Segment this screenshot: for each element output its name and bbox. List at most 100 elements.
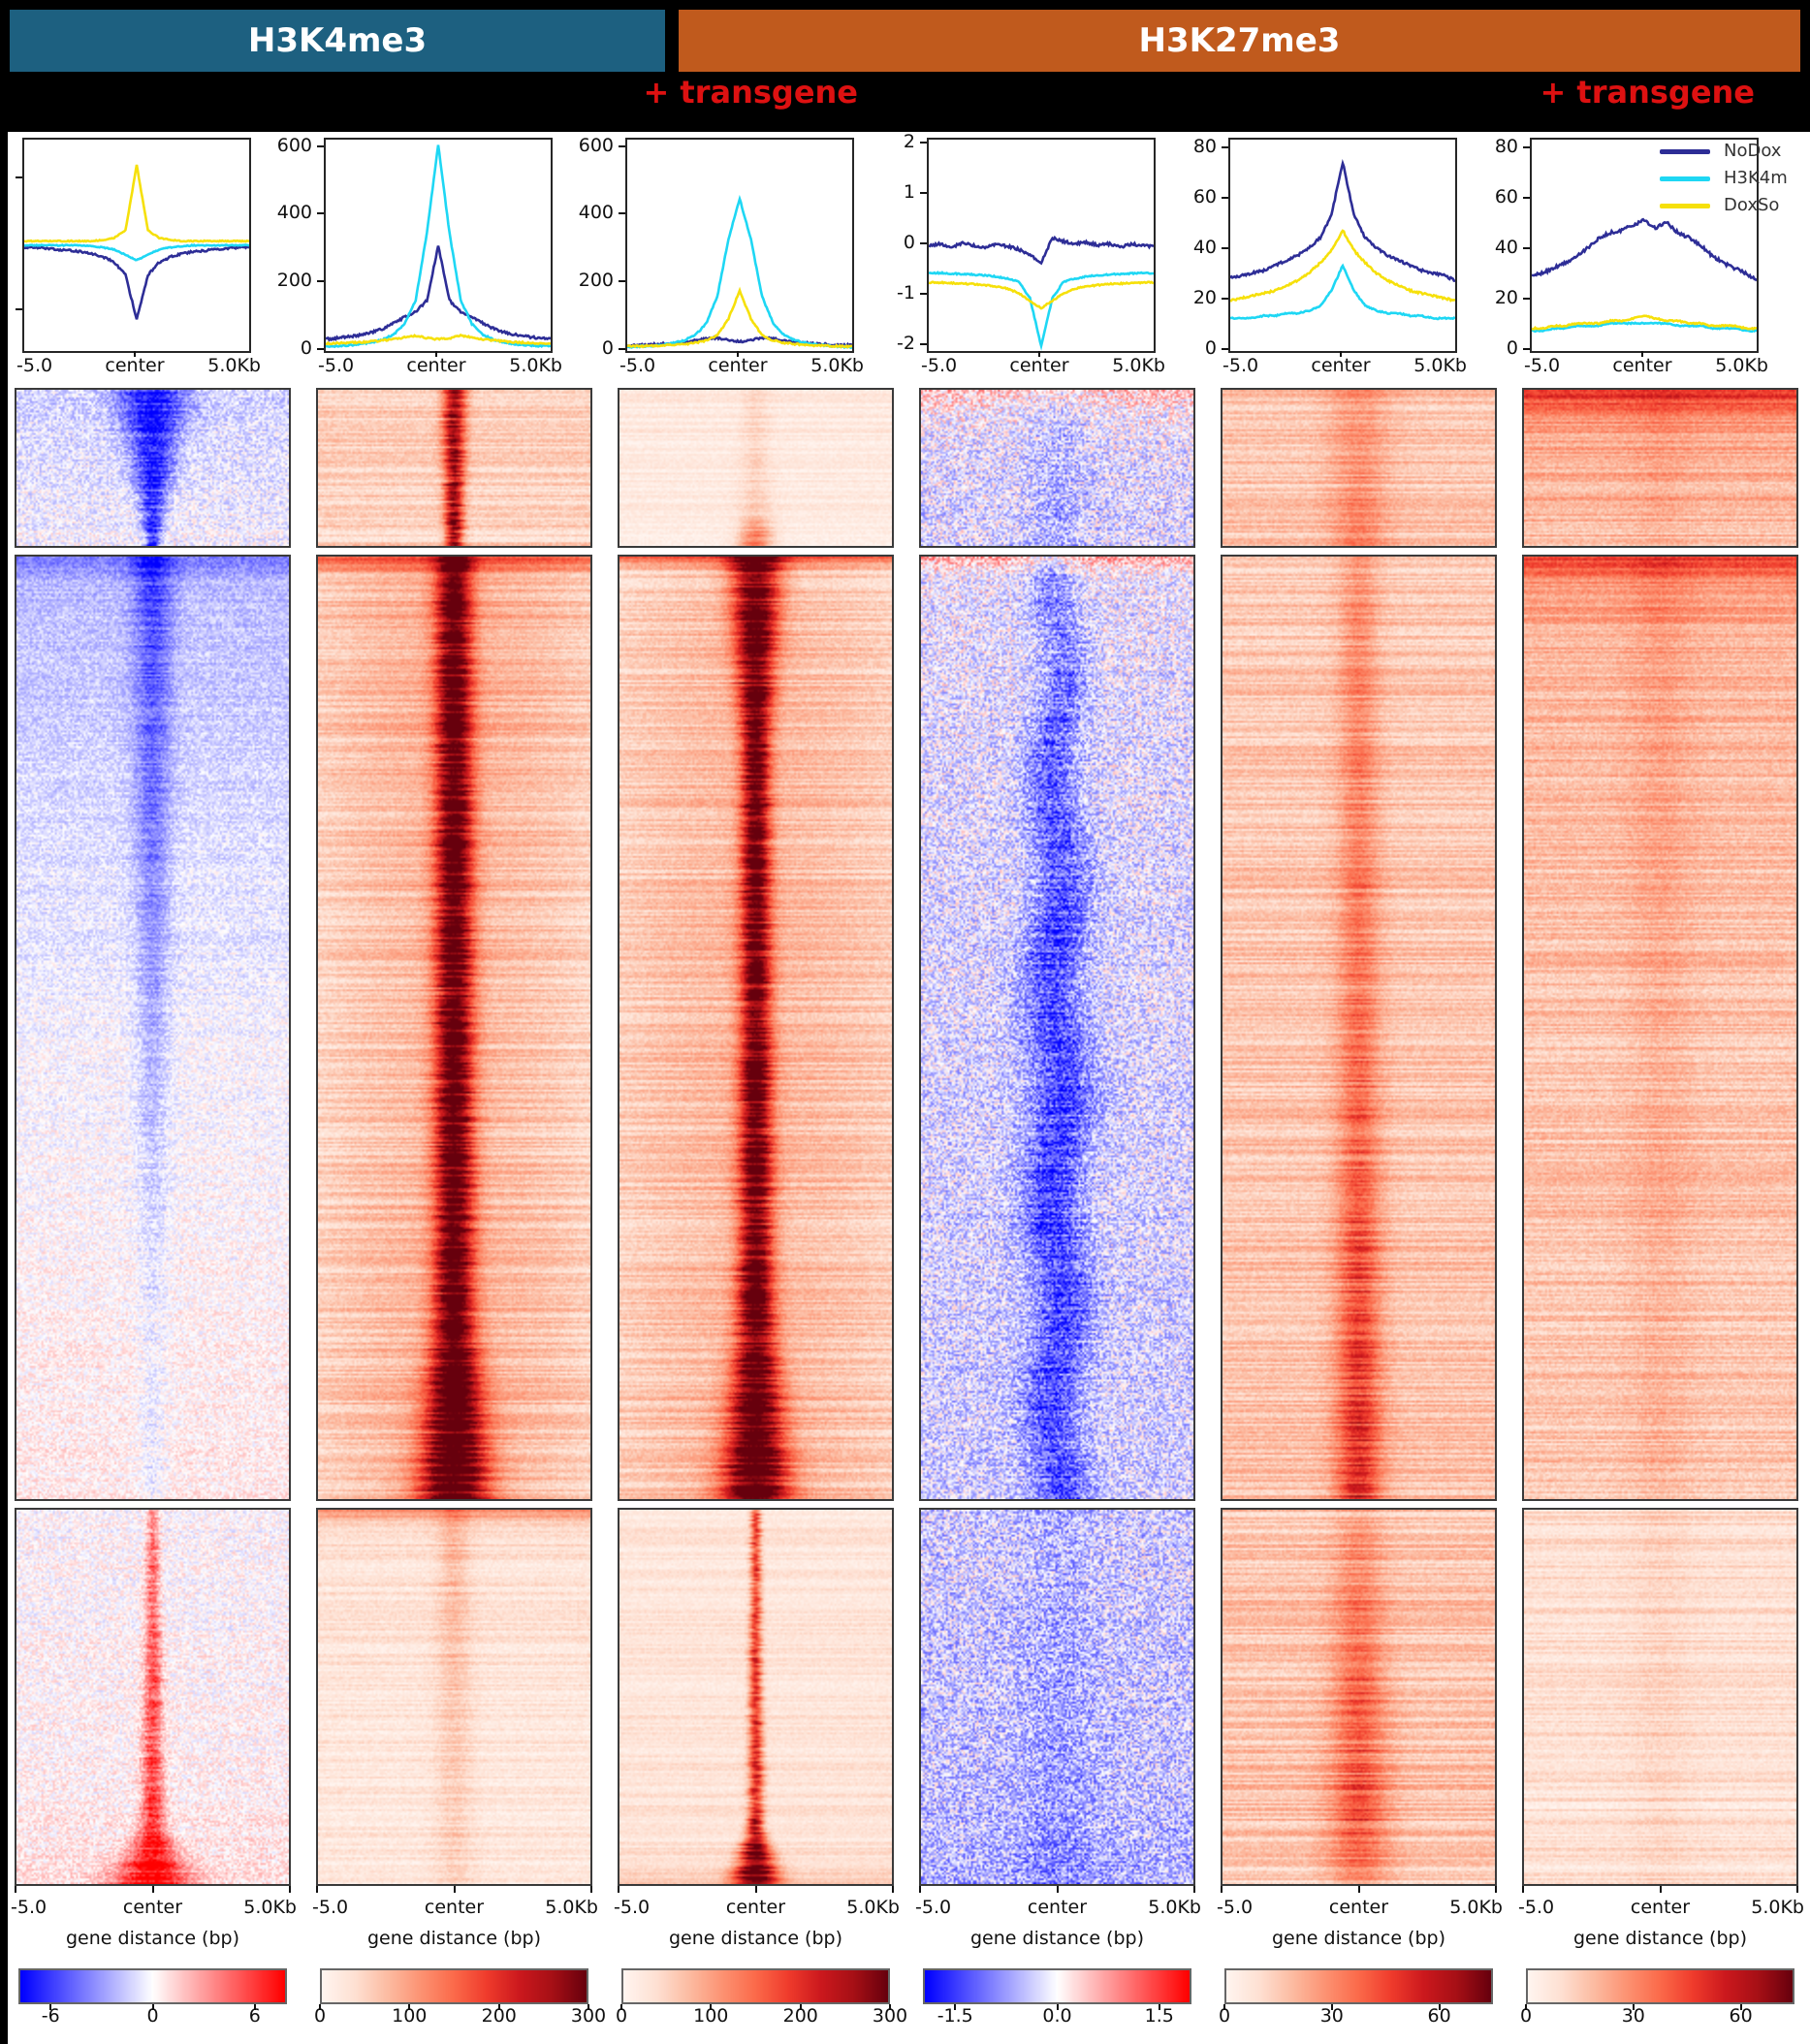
heatmap-cluster2-h3k27me3-log2-change	[919, 555, 1195, 1501]
heatmap-xtick	[1495, 1886, 1497, 1893]
colorbar-tick	[253, 2004, 256, 2010]
colorbar-tick	[1632, 2004, 1635, 2010]
profile-xtick-right: 5.0Kb	[509, 355, 562, 376]
heatmap-canvas	[1524, 1510, 1796, 1884]
colorbar-tick	[1739, 2004, 1742, 2010]
colorbar-tick	[1223, 2004, 1225, 2010]
colorbar-tick-label: 300	[872, 2005, 908, 2027]
heatmap-cluster1-h3k4me3-nodox	[316, 388, 592, 548]
legend-label-H3K4m: H3K4m	[1724, 168, 1788, 188]
colorbar-tick	[408, 2004, 411, 2010]
heatmap-canvas	[16, 1510, 289, 1884]
heatmap-cluster2-h3k4me3-nodox	[316, 555, 592, 1501]
heatmap-cluster1-h3k4me3-log2-change	[15, 388, 291, 548]
profile-xtick-center-label: center	[105, 355, 165, 376]
colorbar-tick	[1330, 2004, 1333, 2010]
colorbar-tick	[799, 2004, 802, 2010]
xaxis-tick-center: center	[424, 1897, 485, 1918]
profile-curves	[1532, 217, 1757, 334]
profile-ytick-label: 400	[578, 202, 614, 224]
xaxis-tick-center: center	[1328, 1897, 1389, 1918]
profile-xtick-center-label: center	[406, 355, 466, 376]
profile-ytick	[317, 144, 324, 147]
colorbar-tick	[889, 2004, 891, 2010]
colorbar-tick	[1158, 2004, 1160, 2010]
heatmap-canvas	[619, 390, 892, 546]
heatmap-canvas	[318, 1510, 590, 1884]
profile-ytick	[1523, 146, 1530, 149]
colorbar-gradient	[1528, 1970, 1793, 2002]
colorbar-tick-label: 200	[481, 2005, 517, 2027]
profile-xtick-center	[134, 351, 136, 357]
profile-xtick-left: -5.0	[1223, 355, 1259, 376]
header-h3k27me3: H3K27me3	[679, 10, 1800, 72]
profile-xtick-center	[1038, 351, 1040, 357]
xaxis-tick-left: -5.0	[915, 1897, 952, 1918]
column-h3k27me3-log2-change: -2 -1 0 1 2 -5.0 center 5.0Kb -5.0 center 5.0Kb gen…	[897, 0, 1201, 2044]
profile-line-NoDox	[929, 235, 1154, 266]
colorbar-h3k27me3-transgene	[1526, 1968, 1794, 2004]
heatmap-canvas	[318, 557, 590, 1499]
colorbar-tick-label: 60	[1729, 2005, 1753, 2027]
heatmap-cluster2-h3k27me3-transgene	[1522, 555, 1798, 1501]
colorbar-h3k27me3-log2-change	[923, 1968, 1191, 2004]
profile-ytick-label: -2	[897, 332, 915, 354]
profile-ytick-label: 40	[1494, 237, 1518, 259]
profile-xtick-right: 5.0Kb	[207, 355, 261, 376]
profile-ytick-label: -1	[897, 281, 915, 303]
heatmap-cluster2-h3k4me3-log2-change	[15, 555, 291, 1501]
profile-xtick-center	[1641, 351, 1643, 357]
profile-ytick	[1523, 348, 1530, 350]
colorbar-tick	[1525, 2004, 1527, 2010]
profile-plot-h3k27me3-log2-change	[927, 138, 1156, 353]
profile-ytick	[1222, 146, 1228, 149]
xaxis-tick-left: -5.0	[11, 1897, 48, 1918]
heatmap-cluster1-h3k27me3-transgene	[1522, 388, 1798, 548]
colorbar-tick-label: 6	[248, 2005, 261, 2027]
profile-xtick-left: -5.0	[921, 355, 958, 376]
xaxis-tick-right: 5.0Kb	[243, 1897, 297, 1918]
colorbar-h3k27me3-nodox	[1224, 1968, 1493, 2004]
colorbar-h3k4me3-transgene	[621, 1968, 890, 2004]
colorbar-tick-label: 30	[1319, 2005, 1344, 2027]
heatmap-canvas	[1524, 390, 1796, 546]
heatmap-xtick	[453, 1886, 456, 1893]
profile-plot-h3k27me3-transgene	[1530, 138, 1759, 353]
profile-ytick	[619, 212, 625, 215]
profile-curves	[24, 164, 249, 320]
figure-background	[8, 132, 1810, 2044]
profile-plot-h3k4me3-transgene	[625, 138, 854, 353]
profile-ytick-label: 20	[1192, 287, 1217, 309]
profile-line-NoDox	[326, 245, 551, 342]
profile-ytick	[920, 142, 927, 144]
xaxis-title: gene distance (bp)	[1271, 1928, 1445, 1949]
xaxis-title: gene distance (bp)	[1572, 1928, 1747, 1949]
profile-ytick-label: 0	[903, 232, 915, 253]
profile-ytick-label: 80	[1494, 136, 1518, 158]
heatmap-cluster2-h3k27me3-nodox	[1221, 555, 1497, 1501]
colorbar-tick-label: 0	[313, 2005, 327, 2027]
profile-ytick-label: 60	[1494, 186, 1518, 208]
profile-ytick	[1222, 247, 1228, 250]
profile-line-NoDox	[1532, 217, 1757, 282]
colorbar-tick-label: 0.0	[1042, 2005, 1072, 2027]
heatmap-xtick	[1056, 1886, 1059, 1893]
heatmap-xtick	[316, 1886, 318, 1893]
heatmap-cluster3-h3k4me3-log2-change	[15, 1508, 291, 1886]
profile-line-DoxSo	[1532, 314, 1757, 331]
transgene-label-right: + transgene	[1540, 74, 1755, 111]
profile-line-DoxSo	[929, 280, 1154, 310]
heatmap-canvas	[16, 390, 289, 546]
profile-xtick-left: -5.0	[1524, 355, 1561, 376]
header-h3k4me3: H3K4me3	[10, 10, 665, 72]
colorbar-tick-label: 200	[782, 2005, 818, 2027]
profile-xtick-center-label: center	[1612, 355, 1672, 376]
profile-ytick-label: 600	[276, 134, 312, 156]
heatmap-cluster3-h3k27me3-transgene	[1522, 1508, 1798, 1886]
legend-line-NoDox	[1660, 149, 1710, 154]
profile-plot-h3k27me3-nodox	[1228, 138, 1457, 353]
column-h3k27me3-transgene: 0 20 40 60 80 -5.0 center 5.0Kb -5.0 center 5.0Kb g…	[1495, 0, 1804, 2044]
profile-ytick	[920, 242, 927, 244]
heatmap-xtick	[892, 1886, 894, 1893]
xaxis-tick-left: -5.0	[1217, 1897, 1254, 1918]
